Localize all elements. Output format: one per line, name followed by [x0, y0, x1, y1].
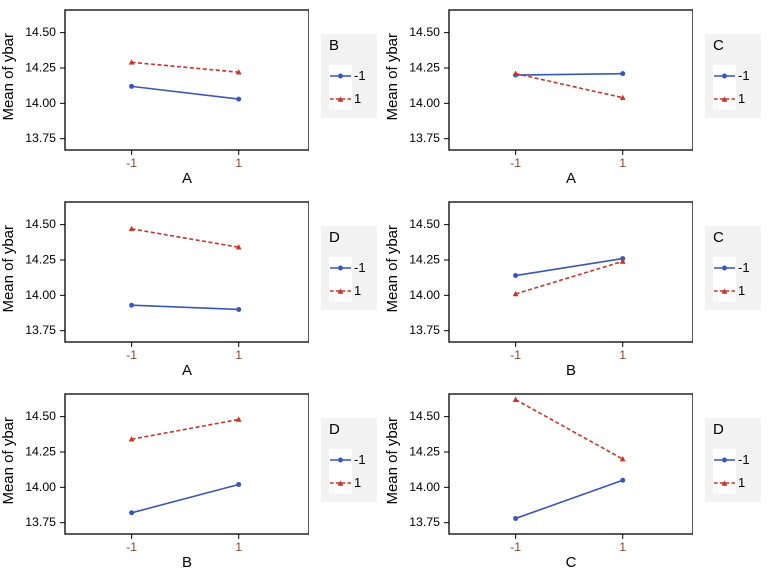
svg-text:-1: -1 — [510, 156, 521, 170]
svg-text:14.00: 14.00 — [25, 288, 56, 302]
svg-text:-1: -1 — [126, 156, 137, 170]
svg-text:13.75: 13.75 — [409, 515, 440, 529]
svg-text:13.75: 13.75 — [409, 131, 440, 145]
svg-text:13.75: 13.75 — [409, 323, 440, 337]
svg-text:1: 1 — [619, 156, 626, 170]
svg-text:-1: -1 — [510, 348, 521, 362]
svg-text:1: 1 — [619, 348, 626, 362]
svg-text:-1: -1 — [126, 348, 137, 362]
svg-text:13.75: 13.75 — [25, 515, 56, 529]
svg-text:14.50: 14.50 — [409, 25, 440, 39]
svg-text:-1: -1 — [510, 540, 521, 554]
svg-text:14.25: 14.25 — [25, 444, 56, 458]
svg-text:14.00: 14.00 — [25, 96, 56, 110]
svg-text:14.50: 14.50 — [25, 25, 56, 39]
svg-text:13.75: 13.75 — [25, 131, 56, 145]
svg-text:14.00: 14.00 — [25, 480, 56, 494]
svg-text:14.50: 14.50 — [409, 409, 440, 423]
svg-text:14.25: 14.25 — [409, 444, 440, 458]
svg-text:14.50: 14.50 — [409, 217, 440, 231]
svg-text:1: 1 — [235, 348, 242, 362]
svg-text:14.50: 14.50 — [25, 217, 56, 231]
svg-text:14.50: 14.50 — [25, 409, 56, 423]
svg-text:-1: -1 — [126, 540, 137, 554]
svg-text:14.25: 14.25 — [409, 252, 440, 266]
svg-text:14.25: 14.25 — [25, 252, 56, 266]
svg-text:14.25: 14.25 — [409, 60, 440, 74]
svg-text:14.00: 14.00 — [409, 288, 440, 302]
svg-text:14.00: 14.00 — [409, 480, 440, 494]
svg-text:1: 1 — [235, 540, 242, 554]
svg-text:14.00: 14.00 — [409, 96, 440, 110]
svg-text:13.75: 13.75 — [25, 323, 56, 337]
svg-text:14.25: 14.25 — [25, 60, 56, 74]
svg-text:1: 1 — [619, 540, 626, 554]
svg-text:1: 1 — [235, 156, 242, 170]
